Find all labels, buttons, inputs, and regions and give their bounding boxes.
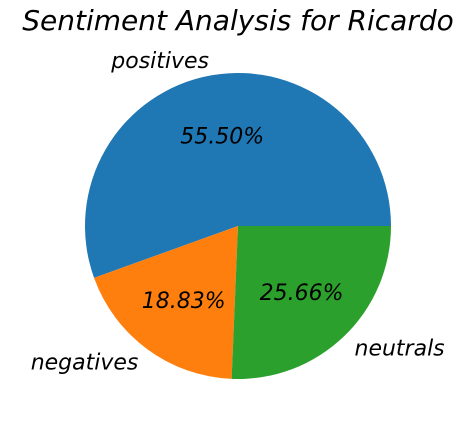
pie-slice-neutrals bbox=[231, 226, 391, 379]
pie-slice-positives bbox=[84, 72, 391, 278]
pie-value-label-positives: 55.50% bbox=[180, 125, 264, 150]
pie-value-label-neutrals: 25.66% bbox=[260, 281, 344, 306]
pie-slices bbox=[84, 72, 391, 379]
pie-category-label-negatives: negatives bbox=[31, 351, 139, 376]
chart-title: Sentiment Analysis for Ricardo bbox=[22, 4, 454, 37]
pie-category-label-neutrals: neutrals bbox=[355, 336, 445, 361]
pie-slice-negatives bbox=[94, 226, 238, 379]
pie-category-label-positives: positives bbox=[110, 49, 209, 74]
pie-labels: 55.50% positives 18.83% negatives 25.66% neut… bbox=[31, 49, 445, 375]
pie-value-label-negatives: 18.83% bbox=[142, 289, 226, 314]
